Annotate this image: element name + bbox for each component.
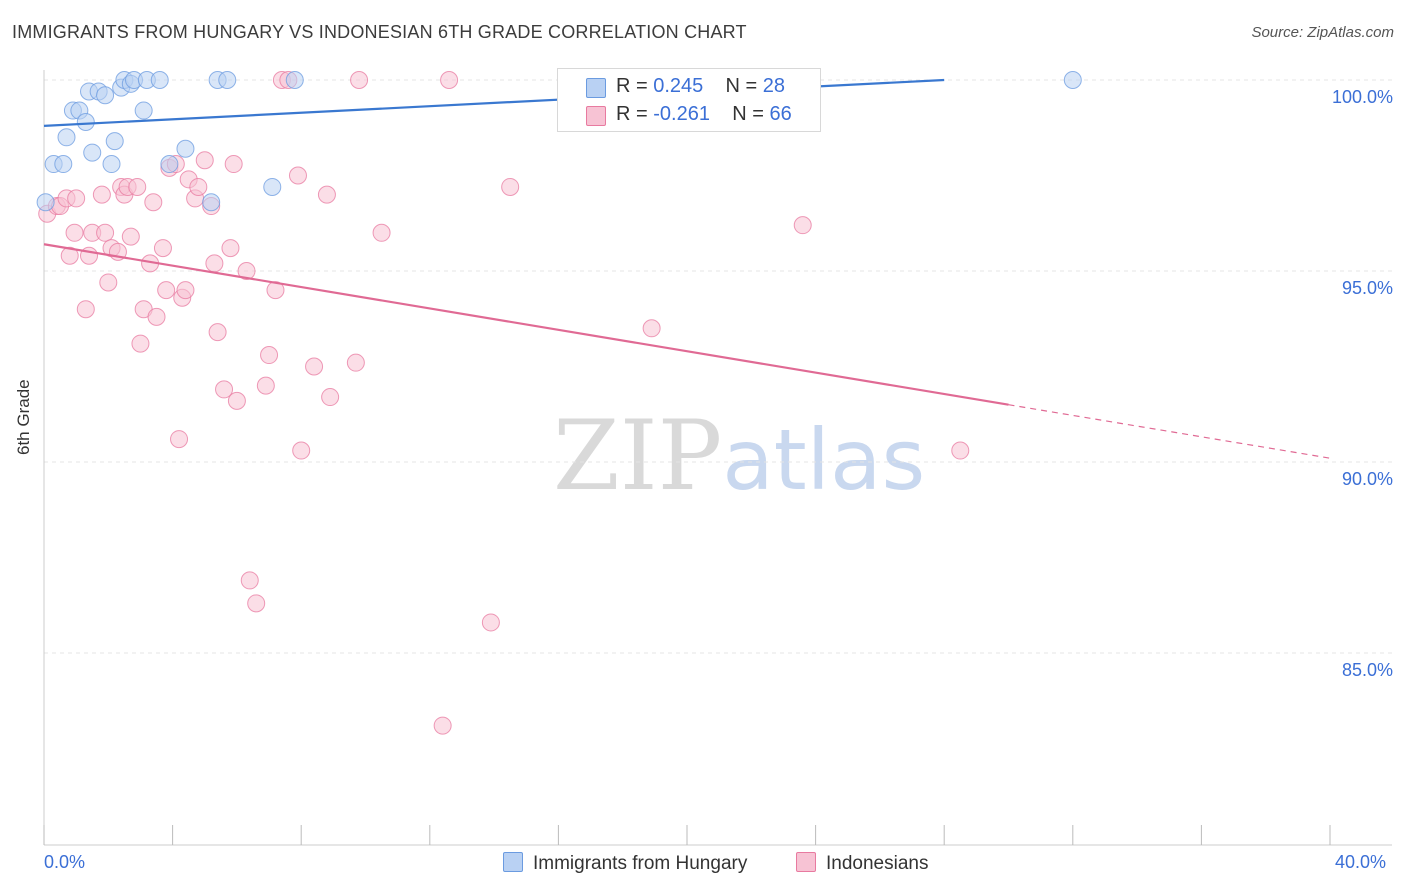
point-indonesians xyxy=(237,262,256,280)
point-indonesians xyxy=(951,441,970,460)
point-indonesians xyxy=(147,307,166,326)
correlation-legend: R = 0.245 N = 28 R = -0.261 N = 66 xyxy=(557,68,821,132)
r-value-hungary: 0.245 xyxy=(653,75,704,97)
point-hungary xyxy=(36,193,55,212)
point-indonesians xyxy=(305,357,324,376)
point-indonesians xyxy=(67,189,86,208)
point-indonesians xyxy=(266,281,285,300)
point-indonesians xyxy=(247,594,266,613)
n-value-indonesians: 66 xyxy=(769,103,792,125)
point-indonesians xyxy=(96,223,115,242)
point-indonesians xyxy=(481,613,500,632)
point-indonesians xyxy=(60,246,79,265)
point-indonesians xyxy=(440,71,459,89)
legend-text-indonesians: R = -0.261 N = 66 xyxy=(616,103,792,125)
legend-swatch-hungary xyxy=(503,852,523,872)
point-indonesians xyxy=(144,193,163,212)
y-tick-label: 95.0% xyxy=(1342,278,1393,298)
point-indonesians xyxy=(195,151,214,170)
point-hungary xyxy=(160,155,179,174)
point-indonesians xyxy=(292,441,311,460)
point-indonesians xyxy=(227,391,246,410)
legend-swatch-indonesians xyxy=(796,852,816,872)
source-label: Source: ZipAtlas.com xyxy=(1251,24,1394,41)
point-indonesians xyxy=(793,216,812,235)
point-hungary xyxy=(57,128,76,147)
point-indonesians xyxy=(260,346,279,365)
point-hungary xyxy=(285,71,304,89)
watermark-zip: ZIP xyxy=(553,400,723,512)
point-hungary xyxy=(1063,71,1082,89)
point-hungary xyxy=(76,113,95,132)
point-indonesians xyxy=(121,227,140,246)
trendline-indonesians xyxy=(43,243,1009,406)
point-indonesians xyxy=(372,223,391,242)
n-value-hungary: 28 xyxy=(762,75,786,97)
point-hungary xyxy=(202,193,221,212)
y-axis-label: 6th Grade xyxy=(14,379,33,455)
legend-label-indonesians: Indonesians xyxy=(826,853,929,874)
point-indonesians xyxy=(157,281,176,300)
point-indonesians xyxy=(189,177,208,196)
point-indonesians xyxy=(256,376,275,395)
point-hungary xyxy=(102,155,121,174)
point-indonesians xyxy=(321,388,340,407)
point-indonesians xyxy=(128,177,147,196)
point-indonesians xyxy=(350,71,369,89)
watermark-atlas: atlas xyxy=(722,411,926,509)
point-indonesians xyxy=(501,177,520,196)
point-indonesians xyxy=(221,239,240,258)
legend-swatch-pink xyxy=(586,106,606,126)
point-hungary xyxy=(134,101,153,120)
legend-item-hungary: Immigrants from Hungary xyxy=(503,852,747,875)
point-indonesians xyxy=(131,334,150,353)
y-tick-label: 85.0% xyxy=(1342,660,1393,680)
point-indonesians xyxy=(317,185,336,204)
trendline-indonesians-extension xyxy=(1008,404,1331,459)
legend-text-hungary: R = 0.245 N = 28 xyxy=(616,75,786,97)
x-tick-label-max: 40.0% xyxy=(1335,852,1387,872)
r-value-indonesians: -0.261 xyxy=(653,103,710,125)
point-indonesians xyxy=(205,254,224,273)
point-hungary xyxy=(150,71,169,89)
chart-title: IMMIGRANTS FROM HUNGARY VS INDONESIAN 6T… xyxy=(12,22,747,42)
point-indonesians xyxy=(215,380,234,399)
point-indonesians xyxy=(76,300,95,319)
point-hungary xyxy=(96,86,115,105)
x-tick-label-min: 0.0% xyxy=(44,852,86,872)
legend-label-hungary: Immigrants from Hungary xyxy=(533,853,748,874)
point-hungary xyxy=(218,71,237,89)
point-indonesians xyxy=(642,319,661,338)
y-tick-label: 90.0% xyxy=(1342,469,1393,489)
point-indonesians xyxy=(346,353,365,372)
point-hungary xyxy=(176,139,195,158)
legend-item-indonesians: Indonesians xyxy=(796,852,928,875)
point-indonesians xyxy=(65,223,84,242)
point-indonesians xyxy=(433,716,452,735)
point-indonesians xyxy=(208,323,227,342)
point-hungary xyxy=(263,177,282,196)
point-hungary xyxy=(54,155,73,174)
watermark: ZIPatlas xyxy=(553,400,925,512)
point-hungary xyxy=(83,143,102,162)
point-indonesians xyxy=(153,239,172,258)
point-indonesians xyxy=(99,273,118,292)
point-indonesians xyxy=(240,571,259,590)
legend-swatch-blue xyxy=(586,78,606,98)
point-indonesians xyxy=(288,166,307,185)
point-indonesians xyxy=(170,430,189,449)
point-indonesians xyxy=(176,281,195,300)
y-tick-label: 100.0% xyxy=(1332,87,1393,107)
point-indonesians xyxy=(92,185,111,204)
point-indonesians xyxy=(224,155,243,174)
point-hungary xyxy=(105,132,124,151)
